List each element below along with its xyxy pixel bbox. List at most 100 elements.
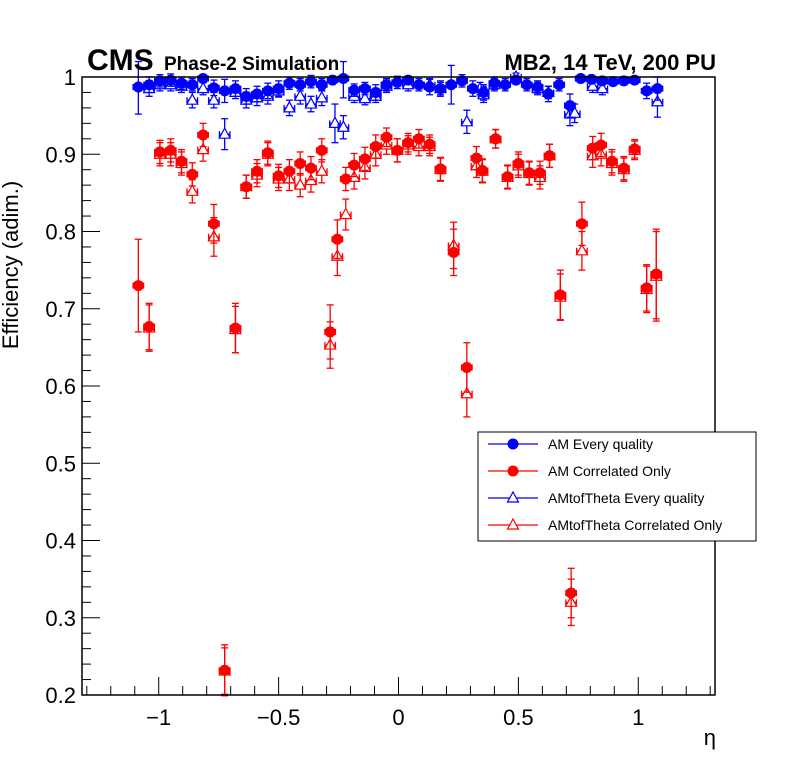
data-point <box>596 75 609 87</box>
data-point <box>553 77 566 92</box>
data-point <box>510 74 522 86</box>
data-point <box>489 128 502 149</box>
marker <box>434 83 446 95</box>
y-axis-title: Efficiency (adim.) <box>0 181 23 349</box>
marker <box>186 79 198 91</box>
data-point <box>339 166 352 192</box>
data-point <box>294 151 307 176</box>
y-tick-label: 0.8 <box>45 220 76 245</box>
x-tick-label: 0.5 <box>503 705 534 730</box>
data-point <box>412 128 425 149</box>
marker <box>564 100 576 112</box>
marker <box>413 79 425 91</box>
data-point <box>512 151 525 176</box>
x-tick-label: 1 <box>632 705 644 730</box>
legend-triangle-marker <box>506 490 520 503</box>
marker <box>359 153 371 165</box>
data-point <box>576 201 588 247</box>
data-point <box>412 77 425 92</box>
marker <box>381 131 393 143</box>
marker <box>283 77 295 89</box>
data-point <box>240 87 253 105</box>
marker <box>305 76 317 88</box>
marker <box>553 79 565 91</box>
data-point <box>531 80 544 94</box>
legend-circle-marker <box>507 465 519 477</box>
marker <box>132 280 144 292</box>
data-point <box>501 164 514 189</box>
data-point <box>328 103 342 144</box>
data-point <box>402 132 415 153</box>
marker <box>554 289 566 301</box>
marker <box>185 184 199 196</box>
data-point <box>447 228 460 277</box>
marker <box>218 126 232 139</box>
marker <box>348 84 360 96</box>
data-point <box>324 304 337 360</box>
data-point <box>534 160 546 186</box>
data-point <box>423 134 436 155</box>
marker <box>293 177 307 190</box>
marker <box>154 146 166 158</box>
marker <box>488 77 500 89</box>
data-point <box>143 302 156 351</box>
marker <box>391 76 403 88</box>
y-tick-label: 1 <box>64 65 76 90</box>
data-point <box>523 160 536 186</box>
marker <box>240 181 252 193</box>
series-am-correlated-only <box>132 122 663 697</box>
marker <box>324 326 336 338</box>
marker <box>478 86 490 98</box>
x-tick-label: 0 <box>392 705 404 730</box>
marker <box>476 164 488 176</box>
data-point <box>218 118 232 151</box>
data-points <box>132 60 664 697</box>
data-point <box>197 122 210 148</box>
marker <box>576 218 588 230</box>
data-point <box>460 342 473 393</box>
marker <box>165 144 177 156</box>
marker <box>251 88 263 100</box>
marker <box>359 83 371 95</box>
data-point <box>164 138 177 163</box>
x-axis-title: η <box>704 725 716 750</box>
data-point <box>628 74 641 86</box>
data-point <box>402 74 415 86</box>
marker <box>544 150 556 162</box>
data-point <box>132 60 145 115</box>
marker <box>327 74 339 86</box>
data-point <box>331 219 344 260</box>
marker <box>336 119 350 132</box>
marker <box>132 81 144 93</box>
data-point <box>339 198 353 231</box>
marker <box>381 79 393 91</box>
marker <box>154 75 166 87</box>
marker <box>283 165 295 177</box>
legend: AM Every quality AM Correlated Only AMtofT… <box>477 431 757 542</box>
marker <box>305 162 317 174</box>
marker <box>207 92 221 105</box>
marker <box>196 142 210 155</box>
marker <box>251 165 263 177</box>
data-point <box>575 230 589 271</box>
x-tick-label: −0.5 <box>257 705 300 730</box>
marker <box>534 167 546 179</box>
data-point <box>283 76 296 91</box>
marker <box>565 587 577 599</box>
marker <box>196 81 210 94</box>
marker <box>348 159 360 171</box>
marker <box>586 79 600 91</box>
marker <box>502 171 514 183</box>
marker <box>424 81 436 93</box>
data-point <box>499 77 512 92</box>
data-point <box>460 109 474 135</box>
marker <box>340 173 352 185</box>
data-point <box>650 228 663 320</box>
legend-entry: AMtofTheta Every quality <box>488 490 704 506</box>
phase2-simulation-label: Phase-2 Simulation <box>164 54 339 75</box>
data-point <box>207 79 220 97</box>
data-point <box>294 77 307 92</box>
marker <box>282 100 296 113</box>
marker <box>629 143 641 155</box>
